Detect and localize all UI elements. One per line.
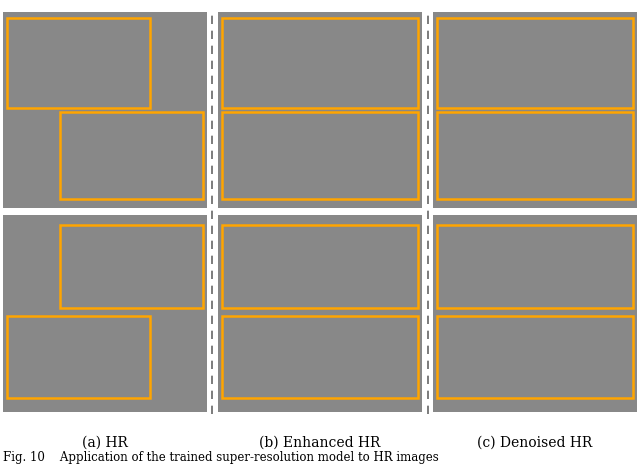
Bar bbox=[222, 112, 418, 199]
Bar bbox=[60, 112, 203, 199]
Bar bbox=[222, 18, 418, 108]
Bar bbox=[222, 225, 418, 308]
Text: (c) Denoised HR: (c) Denoised HR bbox=[477, 436, 593, 450]
Bar bbox=[437, 225, 633, 308]
Bar bbox=[7, 316, 150, 398]
Bar bbox=[7, 18, 150, 108]
Text: (a) HR: (a) HR bbox=[82, 436, 128, 450]
Bar bbox=[437, 316, 633, 398]
Text: (b) Enhanced HR: (b) Enhanced HR bbox=[259, 436, 381, 450]
Bar bbox=[222, 316, 418, 398]
Text: Fig. 10    Application of the trained super-resolution model to HR images: Fig. 10 Application of the trained super… bbox=[3, 451, 439, 464]
Bar bbox=[437, 112, 633, 199]
Bar bbox=[60, 225, 203, 308]
Bar bbox=[437, 18, 633, 108]
